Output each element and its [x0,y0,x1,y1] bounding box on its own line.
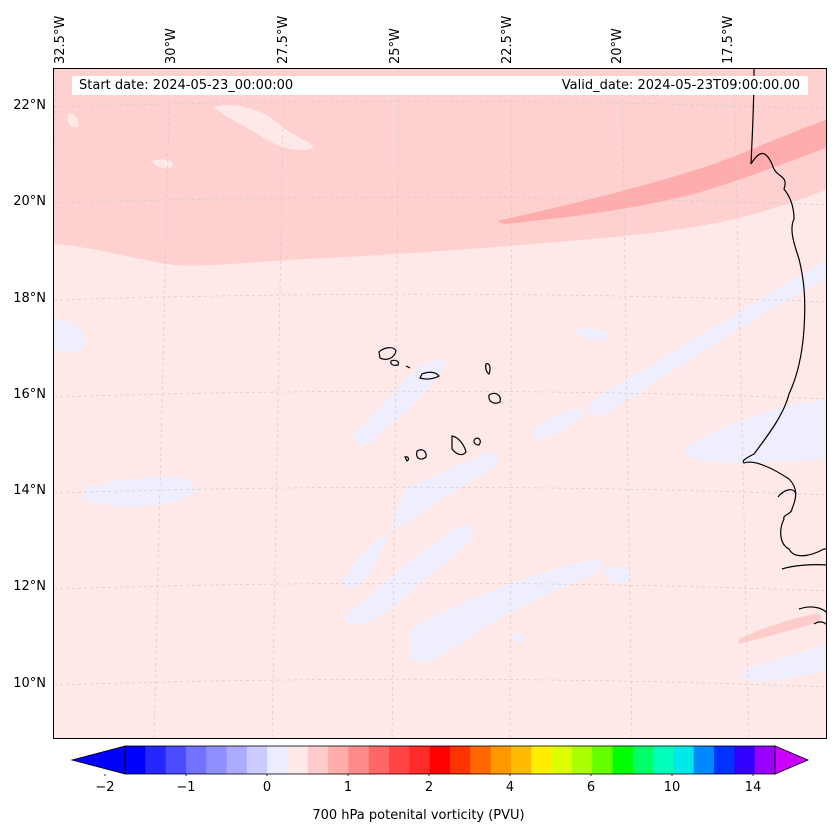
colorbar-swatch [531,746,553,774]
colorbar-swatch [632,746,654,774]
colorbar-tick-label: −1 [176,780,196,795]
colorbar-swatch [368,746,390,774]
lon-label-20w: 20°W [610,28,625,64]
colorbar-swatch [754,746,776,774]
lon-label-27-5w: 27.5°W [276,15,291,64]
vorticity-map [54,69,826,738]
cape-verde-islands [378,347,501,462]
colorbar-swatch [246,746,268,774]
colorbar-tick-label: 6 [586,780,596,795]
field-negative-streaks [54,260,826,681]
colorbar-swatch [307,746,329,774]
colorbar-swatch [551,746,573,774]
island-maio [473,437,481,446]
valid-date-label: Valid_date: 2024-05-23T09:00:00.00 [561,78,800,93]
colorbar-swatch [592,746,613,774]
colorbar-swatch [450,746,471,774]
colorbar-extend-min [70,745,126,775]
colorbar-swatch [490,746,512,774]
gridlines [54,69,826,738]
colorbar-swatch [429,746,451,774]
colorbar-swatch [673,746,695,774]
colorbar-swatch [693,746,715,774]
island-sal [485,363,491,375]
island-sao-nicolau [419,371,440,380]
colorbar-swatch [226,746,248,774]
colorbar-swatch [206,746,228,774]
lat-label-22n: 22°N [13,98,46,113]
colorbar-swatch [145,746,167,774]
lon-label-32-5w: 32.5°W [53,15,68,64]
island-sao-vicente [390,359,400,366]
island-brava [404,456,410,462]
lat-label-14n: 14°N [13,483,46,498]
lon-label-30w: 30°W [164,28,179,64]
map-panel [53,68,827,739]
colorbar-swatch [612,746,634,774]
colorbar-swatch [714,746,735,774]
colorbar-swatch [470,746,492,774]
field-patch [67,113,79,128]
colorbar-outline [124,745,776,775]
lon-label-22-5w: 22.5°W [500,15,515,64]
lat-label-16n: 16°N [13,387,46,402]
colorbar-swatch [653,746,674,774]
colorbar [70,745,810,776]
island-santa-luzia [405,365,411,369]
colorbar-tick-label: 1 [343,780,353,795]
colorbar-swatch [348,746,370,774]
island-santiago [451,435,467,456]
colorbar-swatch [287,746,309,774]
island-boa-vista [488,392,501,404]
lat-label-20n: 20°N [13,194,46,209]
colorbar-swatch [125,746,146,774]
island-santo-antao [378,347,397,360]
colorbar-swatch [734,746,756,774]
colorbar-swatch [165,746,187,774]
colorbar-swatch [267,746,288,774]
colorbar-tick-label: 2 [424,780,434,795]
field-band-strong [497,119,826,224]
colorbar-tick-label: 14 [744,780,762,795]
lon-label-17-5w: 17.5°W [721,15,736,64]
colorbar-tick-label: 10 [663,780,681,795]
coastline [742,69,826,626]
colorbar-swatch [185,746,207,774]
field-patch [214,105,314,151]
colorbar-swatch [389,746,410,774]
colorbar-tick-label: −2 [95,780,115,795]
colorbar-tick-label: 4 [505,780,515,795]
colorbar-swatch [409,746,431,774]
lat-label-12n: 12°N [13,579,46,594]
lat-label-10n: 10°N [13,676,46,691]
field-positive-streak [739,614,822,644]
colorbar-tick-label: 0 [262,780,272,795]
colorbar-swatch [328,746,349,774]
colorbar-title: 700 hPa potenital vorticity (PVU) [312,808,525,823]
lat-label-18n: 18°N [13,291,46,306]
coastline-africa [742,69,826,557]
info-bar [72,76,808,95]
lon-label-25w: 25°W [388,28,403,64]
start-date-label: Start date: 2024-05-23_00:00:00 [79,78,294,93]
colorbar-extend-max [774,745,810,775]
island-fogo [416,449,427,460]
colorbar-swatch [510,746,532,774]
colorbar-swatch [571,746,593,774]
